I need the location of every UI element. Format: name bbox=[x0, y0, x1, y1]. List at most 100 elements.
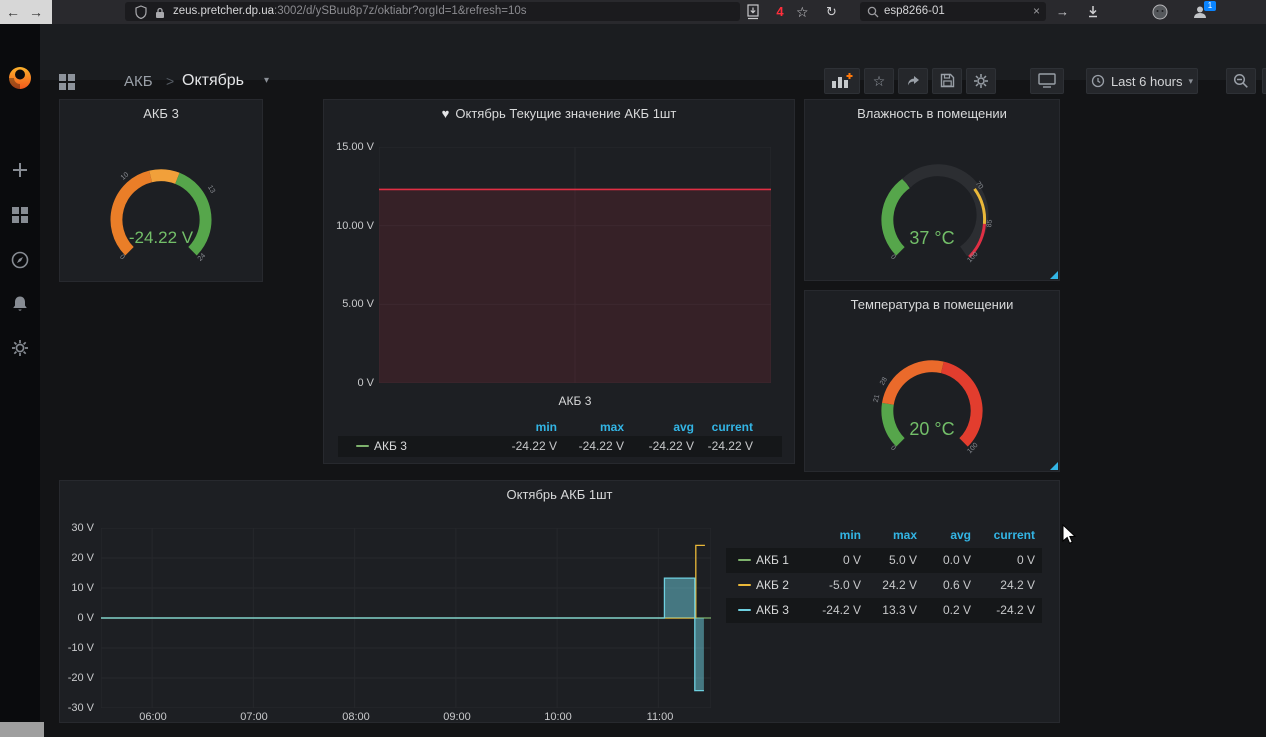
star-dashboard-button[interactable]: ☆ bbox=[864, 68, 894, 94]
gauge-value: 20 °C bbox=[805, 419, 1059, 440]
downloads-count-badge[interactable]: 4 bbox=[772, 4, 788, 19]
time-range-label: Last 6 hours bbox=[1111, 74, 1183, 89]
series-color-dash bbox=[738, 584, 751, 586]
share-dashboard-button[interactable] bbox=[898, 68, 928, 94]
current-values-chart[interactable] bbox=[379, 147, 771, 383]
x-axis-label: 09:00 bbox=[432, 711, 482, 723]
series-name[interactable]: АКБ 3 bbox=[756, 603, 789, 617]
shield-icon[interactable] bbox=[135, 5, 147, 19]
dashboards-icon[interactable] bbox=[10, 205, 30, 225]
save-dashboard-button[interactable] bbox=[932, 68, 962, 94]
legend-row: АКБ 1 0 V 5.0 V 0.0 V 0 V bbox=[726, 548, 1042, 573]
x-axis-label: 10:00 bbox=[533, 711, 583, 723]
clear-search-icon[interactable]: × bbox=[1033, 2, 1040, 21]
url-bar[interactable]: zeus.pretcher.dp.ua:3002/d/ySBuu8p7z/okt… bbox=[125, 2, 740, 21]
screen: ← → zeus.pretcher.dp.ua:3002/d/ySBuu8p7z… bbox=[0, 0, 1266, 737]
legend-table: min max avg current АКБ 3 -24.22 V -24.2… bbox=[338, 418, 782, 457]
panel-title[interactable]: Влажность в помещении bbox=[805, 106, 1059, 121]
legend-header-current[interactable]: current bbox=[694, 418, 753, 436]
x-axis-label: 11:00 bbox=[635, 711, 685, 723]
lock-icon[interactable] bbox=[155, 6, 165, 19]
back-icon[interactable]: ← bbox=[6, 3, 20, 21]
breadcrumb-root[interactable]: АКБ bbox=[124, 72, 153, 92]
legend-header-row: min max avg current bbox=[726, 523, 1042, 548]
legend-header-max[interactable]: max bbox=[557, 418, 624, 436]
search-box[interactable]: esp8266-01 × bbox=[860, 2, 1046, 21]
dashboard-title[interactable]: Октябрь bbox=[182, 70, 244, 92]
y-axis-label: 20 V bbox=[60, 552, 94, 564]
series-name[interactable]: АКБ 1 bbox=[756, 553, 789, 567]
dashboard-settings-button[interactable] bbox=[966, 68, 996, 94]
legend-min-value: 0 V bbox=[822, 548, 861, 573]
legend-header-row: min max avg current bbox=[338, 418, 782, 436]
series-color-dash bbox=[738, 559, 751, 561]
create-plus-icon[interactable] bbox=[10, 160, 30, 180]
download-icon[interactable] bbox=[1086, 4, 1100, 19]
breadcrumb-chevron-icon: > bbox=[166, 71, 174, 91]
tv-cycle-button[interactable] bbox=[1030, 68, 1064, 94]
series-name[interactable]: АКБ 2 bbox=[756, 578, 789, 592]
url-text[interactable]: zeus.pretcher.dp.ua:3002/d/ySBuu8p7z/okt… bbox=[173, 2, 527, 21]
gauge: 0 21 28 100 20 °C bbox=[805, 321, 1059, 451]
zoom-out-button[interactable] bbox=[1226, 68, 1256, 94]
legend-current-value: -24.22 V bbox=[694, 436, 753, 457]
legend-header-avg[interactable]: avg bbox=[917, 523, 971, 548]
add-panel-button[interactable] bbox=[824, 68, 860, 94]
x-axis-label: 08:00 bbox=[331, 711, 381, 723]
mouse-cursor bbox=[1062, 524, 1078, 546]
grafana-logo-icon[interactable] bbox=[6, 64, 34, 92]
add-panel-icon bbox=[831, 73, 853, 89]
search-input-value[interactable]: esp8266-01 bbox=[884, 2, 945, 21]
legend-avg-value: 0.6 V bbox=[917, 573, 971, 598]
explore-compass-icon[interactable] bbox=[10, 250, 30, 270]
legend-row: АКБ 3 -24.2 V 13.3 V 0.2 V -24.2 V bbox=[726, 598, 1042, 623]
y-axis-label: -30 V bbox=[60, 702, 94, 714]
clock-icon bbox=[1091, 74, 1105, 88]
bookmark-star-icon[interactable]: ☆ bbox=[796, 4, 809, 20]
url-path: :3002/d/ySBuu8p7z/oktiabr?orgId=1&refres… bbox=[274, 5, 527, 17]
panel-akb3-gauge: АКБ 3 0 10 13 24 -24.22 V bbox=[59, 99, 263, 282]
legend-current-value: 0 V bbox=[971, 548, 1035, 573]
history-chart[interactable] bbox=[101, 528, 711, 708]
legend-header-max[interactable]: max bbox=[861, 523, 917, 548]
panel-resize-handle[interactable] bbox=[1050, 271, 1058, 279]
panel-title[interactable]: Октябрь АКБ 1шт bbox=[60, 487, 1059, 502]
url-domain: zeus.pretcher.dp.ua bbox=[173, 5, 274, 17]
extension-icon[interactable] bbox=[1152, 4, 1168, 20]
legend-avg-value: 0.0 V bbox=[917, 548, 971, 573]
gauge: 0 10 13 24 -24.22 V bbox=[60, 130, 262, 260]
account-badge: 1 bbox=[1204, 1, 1216, 11]
browser-toolbar: ← → zeus.pretcher.dp.ua:3002/d/ySBuu8p7z… bbox=[0, 0, 1266, 24]
save-page-icon[interactable] bbox=[745, 4, 761, 20]
series-name[interactable]: АКБ 3 bbox=[374, 439, 407, 453]
time-caret-icon: ▾ bbox=[1189, 76, 1194, 87]
panel-title[interactable]: АКБ 3 bbox=[60, 106, 262, 121]
dashboard-navbar: АКБ > Октябрь ▾ ☆ bbox=[40, 24, 1266, 80]
y-axis-label: 0 V bbox=[60, 612, 94, 624]
alert-ok-heart-icon: ♥ bbox=[442, 106, 450, 121]
dashboard-grid-icon[interactable] bbox=[58, 73, 76, 91]
panel-title-text: Влажность в помещении bbox=[857, 106, 1007, 121]
legend-header-min[interactable]: min bbox=[488, 418, 557, 436]
legend-avg-value: -24.22 V bbox=[624, 436, 694, 457]
forward-icon[interactable]: → bbox=[29, 3, 43, 21]
go-arrow-icon[interactable]: → bbox=[1056, 4, 1069, 20]
time-range-picker[interactable]: Last 6 hours ▾ bbox=[1086, 68, 1198, 94]
legend-header-avg[interactable]: avg bbox=[624, 418, 694, 436]
legend-max-value: 5.0 V bbox=[861, 548, 917, 573]
panel-humidity-gauge: Влажность в помещении 0 70 85 100 37 °C bbox=[804, 99, 1060, 281]
alerting-bell-icon[interactable] bbox=[10, 294, 30, 314]
legend-table: min max avg current АКБ 1 0 V 5.0 V 0.0 … bbox=[726, 523, 1042, 623]
refresh-dashboard-button[interactable] bbox=[1262, 68, 1266, 94]
panel-title[interactable]: ♥ Октябрь Текущие значение АКБ 1шт bbox=[324, 106, 794, 121]
reload-icon[interactable]: ↻ bbox=[826, 4, 837, 20]
series-color-dash bbox=[356, 445, 369, 447]
y-axis-label: 0 V bbox=[324, 377, 374, 389]
legend-header-min[interactable]: min bbox=[822, 523, 861, 548]
tv-icon bbox=[1038, 73, 1056, 89]
dashboard-caret-icon[interactable]: ▾ bbox=[264, 75, 269, 86]
panel-resize-handle[interactable] bbox=[1050, 462, 1058, 470]
legend-header-current[interactable]: current bbox=[971, 523, 1035, 548]
panel-title[interactable]: Температура в помещении bbox=[805, 297, 1059, 312]
configuration-gear-icon[interactable] bbox=[10, 338, 30, 358]
